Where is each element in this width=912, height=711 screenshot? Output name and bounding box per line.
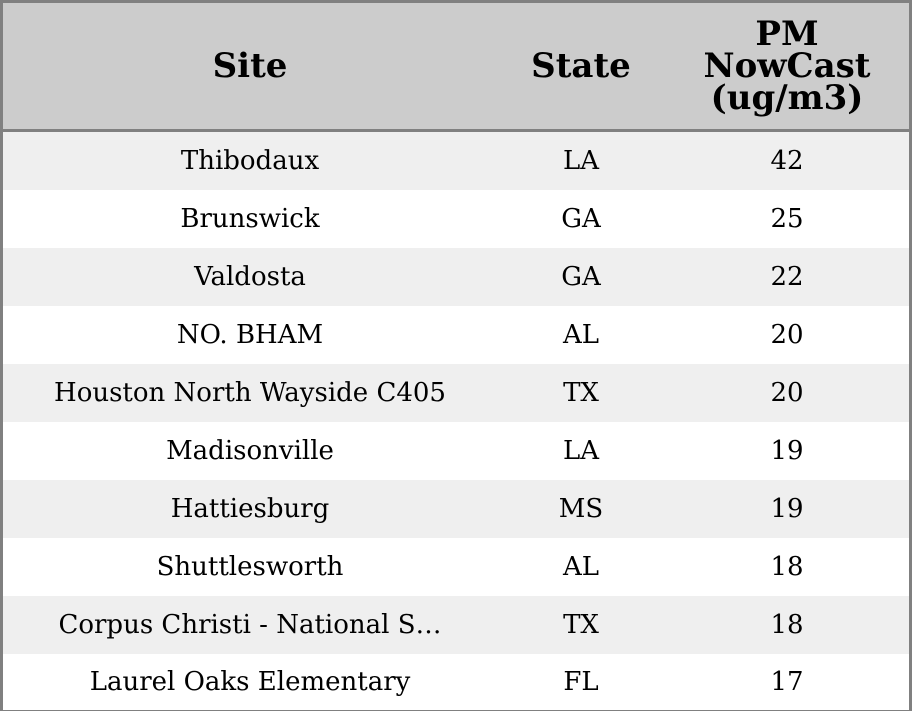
cell-pm-nowcast: 22 (770, 262, 804, 292)
cell-state: TX (563, 378, 599, 408)
table-row: Brunswick GA 25 (3, 190, 909, 248)
cell-state: FL (563, 667, 599, 697)
cell-state: AL (562, 552, 600, 582)
cell-state: GA (561, 204, 601, 234)
cell-pm-nowcast: 19 (770, 436, 804, 466)
cell-pm-nowcast: 18 (770, 552, 804, 582)
cell-site: Madisonville (166, 436, 334, 466)
table-row: Valdosta GA 22 (3, 248, 909, 306)
cell-state: LA (562, 436, 600, 466)
cell-site: Corpus Christi - National S… (58, 610, 442, 640)
cell-pm-nowcast: 20 (770, 320, 804, 350)
cell-pm-nowcast: 25 (770, 204, 804, 234)
cell-state: LA (562, 146, 600, 176)
cell-site: Hattiesburg (170, 494, 330, 524)
cell-state: TX (563, 610, 599, 640)
table-row: Madisonville LA 19 (3, 422, 909, 480)
cell-pm-nowcast: 20 (770, 378, 804, 408)
table-row: Houston North Wayside C405 TX 20 (3, 364, 909, 422)
cell-site: Houston North Wayside C405 (54, 378, 446, 408)
cell-site: Brunswick (180, 204, 320, 234)
table-header: Site State PM NowCast (ug/m3) (3, 3, 909, 132)
table-body: Thibodaux LA 42 Brunswick GA 25 Valdosta GA 22 NO… (3, 132, 909, 710)
cell-pm-nowcast: 17 (770, 667, 804, 697)
cell-site: NO. BHAM (176, 320, 324, 350)
table-row: Hattiesburg MS 19 (3, 480, 909, 538)
cell-site: Thibodaux (180, 146, 320, 176)
cell-state: GA (561, 262, 601, 292)
cell-pm-nowcast: 18 (770, 610, 804, 640)
cell-site: Valdosta (194, 262, 306, 292)
column-header-pm-nowcast: PM NowCast (ug/m3) (703, 14, 871, 118)
cell-site: Shuttlesworth (156, 552, 344, 582)
cell-pm-nowcast: 42 (770, 146, 804, 176)
cell-site: Laurel Oaks Elementary (89, 667, 411, 697)
column-header-state: State (531, 46, 631, 86)
column-header-site: Site (212, 46, 288, 86)
table-row: Thibodaux LA 42 (3, 132, 909, 190)
table-row: Laurel Oaks Elementary FL 17 (3, 654, 909, 710)
cell-state: AL (562, 320, 600, 350)
table-row: NO. BHAM AL 20 (3, 306, 909, 364)
cell-pm-nowcast: 19 (770, 494, 804, 524)
cell-state: MS (558, 494, 604, 524)
table-row: Corpus Christi - National S… TX 18 (3, 596, 909, 654)
table-row: Shuttlesworth AL 18 (3, 538, 909, 596)
